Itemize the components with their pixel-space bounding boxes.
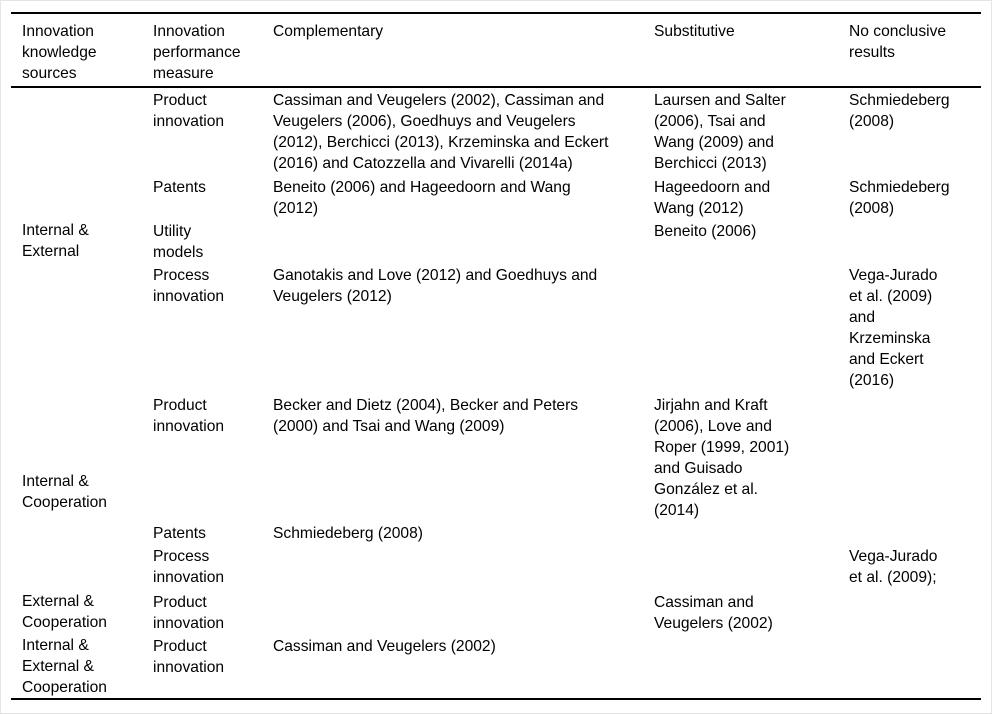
group-cell-external-cooperation: External & Cooperation bbox=[22, 593, 107, 631]
complementary-cell: Cassiman and Veugelers (2002) bbox=[273, 638, 496, 655]
measure-cell: Process innovation bbox=[153, 548, 225, 586]
group-cell-internal-external: Internal & External bbox=[22, 221, 89, 260]
substitutive-cell: Jirjahn and Kraft (2006), Love and Roper… bbox=[654, 397, 790, 519]
innovation-knowledge-sources-table: Innovation knowledge sources Innovation … bbox=[11, 12, 981, 700]
header-row: Innovation knowledge sources Innovation … bbox=[11, 13, 981, 88]
table-row: Internal & External Product innovation C… bbox=[11, 87, 981, 260]
measure-cell: Utility models bbox=[153, 223, 204, 261]
column-header-no-conclusive-results: No conclusive results bbox=[849, 13, 981, 88]
substitutive-cell bbox=[654, 634, 849, 699]
complementary-cell: Becker and Dietz (2004), Becker and Pete… bbox=[273, 397, 579, 435]
table-row: Patents Beneito (2006) and Hageedoorn an… bbox=[11, 175, 981, 219]
table-row: Patents Schmiedeberg (2008) bbox=[11, 521, 981, 544]
substitutive-cell: Cassiman and Veugelers (2002) bbox=[654, 594, 773, 632]
no-conclusive-cell: Schmiedeberg (2008) bbox=[849, 92, 950, 130]
complementary-cell: Cassiman and Veugelers (2002), Cassiman … bbox=[273, 92, 609, 172]
table-row: Utility models Beneito (2006) bbox=[11, 219, 981, 263]
no-conclusive-cell bbox=[849, 393, 981, 521]
measure-cell: Product innovation bbox=[153, 594, 225, 632]
measure-cell: Process innovation bbox=[153, 267, 225, 305]
substitutive-cell: Beneito (2006) bbox=[654, 223, 757, 240]
table-row: Internal & Cooperation Product innovatio… bbox=[11, 393, 981, 521]
complementary-cell: Schmiedeberg (2008) bbox=[273, 525, 423, 542]
column-header-knowledge-sources: Innovation knowledge sources bbox=[11, 13, 153, 88]
no-conclusive-cell bbox=[849, 219, 981, 263]
measure-cell: Product innovation bbox=[153, 638, 225, 676]
complementary-cell bbox=[273, 544, 654, 590]
substitutive-cell: Laursen and Salter (2006), Tsai and Wang… bbox=[654, 92, 786, 172]
complementary-cell bbox=[273, 219, 654, 263]
substitutive-cell bbox=[654, 263, 849, 393]
measure-cell: Product innovation bbox=[153, 92, 225, 130]
table-row: External & Cooperation Product innovatio… bbox=[11, 590, 981, 634]
no-conclusive-cell: Vega-Jurado et al. (2009) and Krzeminska… bbox=[849, 267, 938, 389]
column-header-performance-measure: Innovation performance measure bbox=[153, 13, 273, 88]
substitutive-cell: Hageedoorn and Wang (2012) bbox=[654, 179, 771, 217]
column-header-complementary: Complementary bbox=[273, 13, 654, 88]
no-conclusive-cell bbox=[849, 590, 981, 634]
no-conclusive-cell bbox=[849, 634, 981, 699]
table-row: Internal & External & Cooperation Produc… bbox=[11, 634, 981, 699]
measure-cell: Patents bbox=[153, 179, 206, 196]
measure-cell: Patents bbox=[153, 525, 206, 542]
no-conclusive-cell bbox=[849, 521, 981, 544]
group-cell-internal-cooperation: Internal & Cooperation bbox=[22, 472, 107, 511]
table-row: Process innovation Ganotakis and Love (2… bbox=[11, 263, 981, 393]
complementary-cell: Beneito (2006) and Hageedoorn and Wang (… bbox=[273, 179, 571, 217]
substitutive-cell bbox=[654, 521, 849, 544]
substitutive-cell bbox=[654, 544, 849, 590]
table-row: Process innovation Vega-Jurado et al. (2… bbox=[11, 544, 981, 590]
complementary-cell bbox=[273, 590, 654, 634]
measure-cell: Product innovation bbox=[153, 397, 225, 435]
complementary-cell: Ganotakis and Love (2012) and Goedhuys a… bbox=[273, 267, 598, 305]
column-header-substitutive: Substitutive bbox=[654, 13, 849, 88]
no-conclusive-cell: Vega-Jurado et al. (2009); bbox=[849, 548, 938, 586]
no-conclusive-cell: Schmiedeberg (2008) bbox=[849, 179, 950, 217]
group-cell-internal-external-cooperation: Internal & External & Cooperation bbox=[22, 636, 107, 696]
